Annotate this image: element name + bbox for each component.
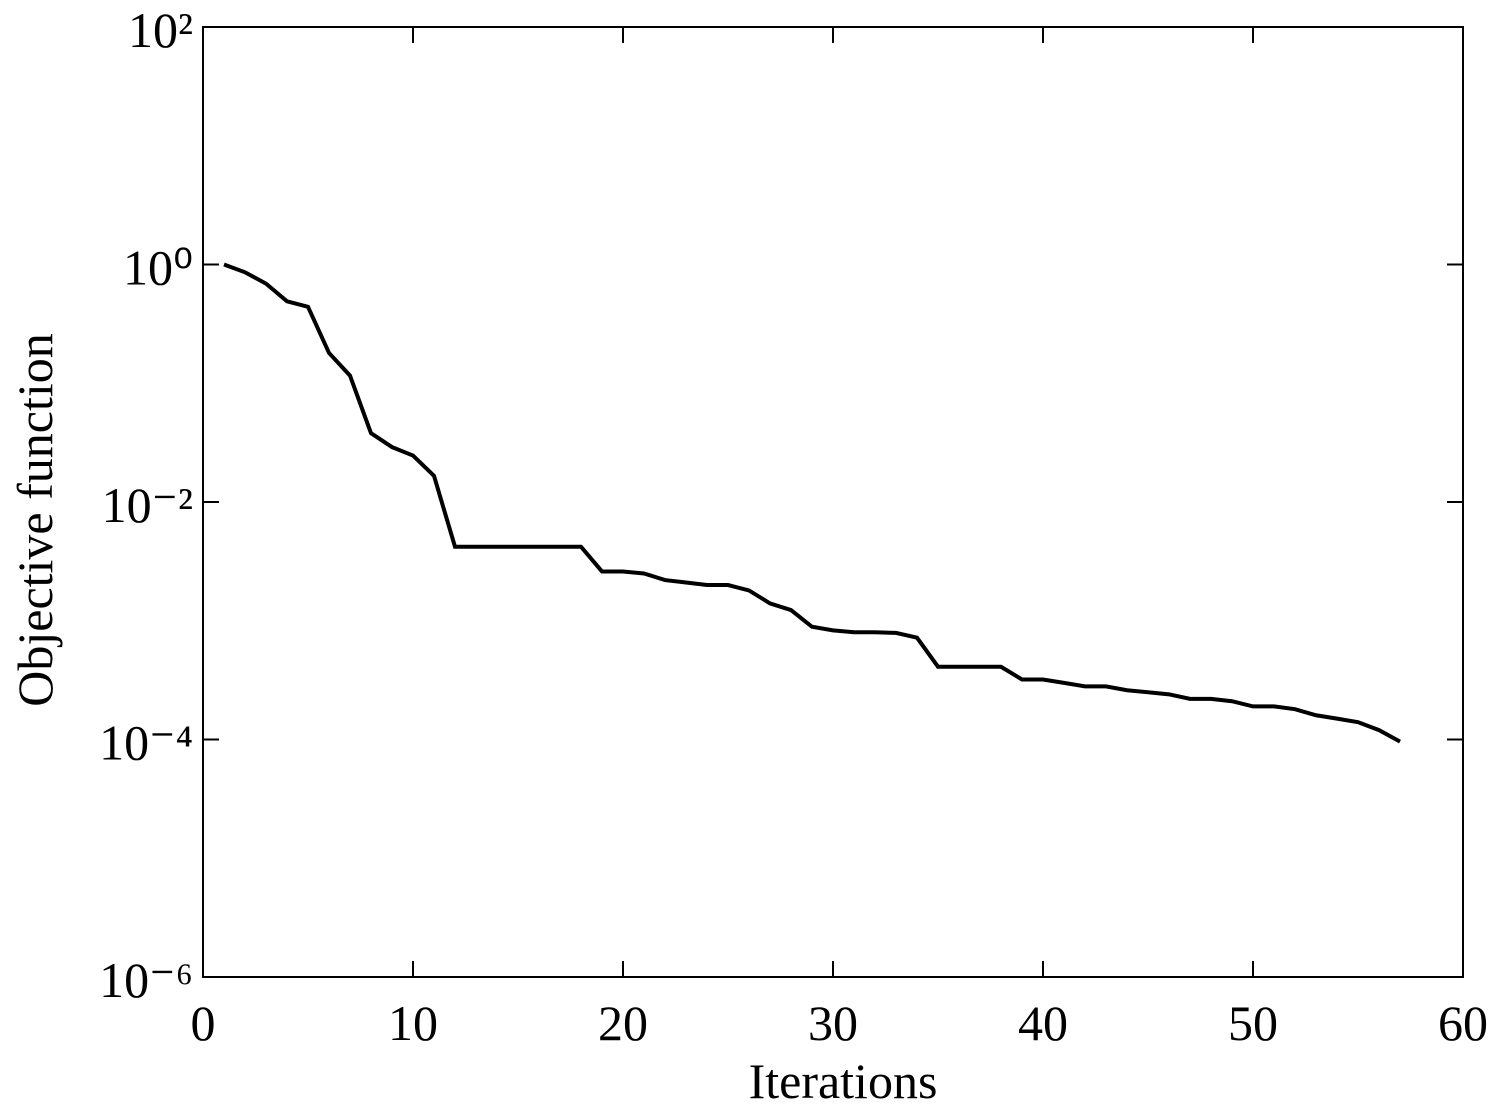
x-tick-label: 50 xyxy=(1228,995,1278,1051)
y-tick-label: 10⁻⁶ xyxy=(99,952,193,1008)
y-tick-label: 10² xyxy=(128,2,193,58)
y-axis-label: Objective function xyxy=(7,333,63,707)
x-tick-label: 0 xyxy=(191,995,216,1051)
x-tick-label: 60 xyxy=(1438,995,1488,1051)
plot-frame xyxy=(202,26,1464,978)
y-tick-label: 10⁻² xyxy=(102,477,193,533)
x-tick-label: 10 xyxy=(388,995,438,1051)
y-tick-label: 10⁰ xyxy=(123,240,193,296)
x-tick-label: 20 xyxy=(598,995,648,1051)
x-axis-label: Iterations xyxy=(749,1053,938,1109)
y-tick-label: 10⁻⁴ xyxy=(99,715,193,771)
x-tick-label: 40 xyxy=(1018,995,1068,1051)
data-line xyxy=(223,262,1401,744)
x-tick-label: 30 xyxy=(808,995,858,1051)
